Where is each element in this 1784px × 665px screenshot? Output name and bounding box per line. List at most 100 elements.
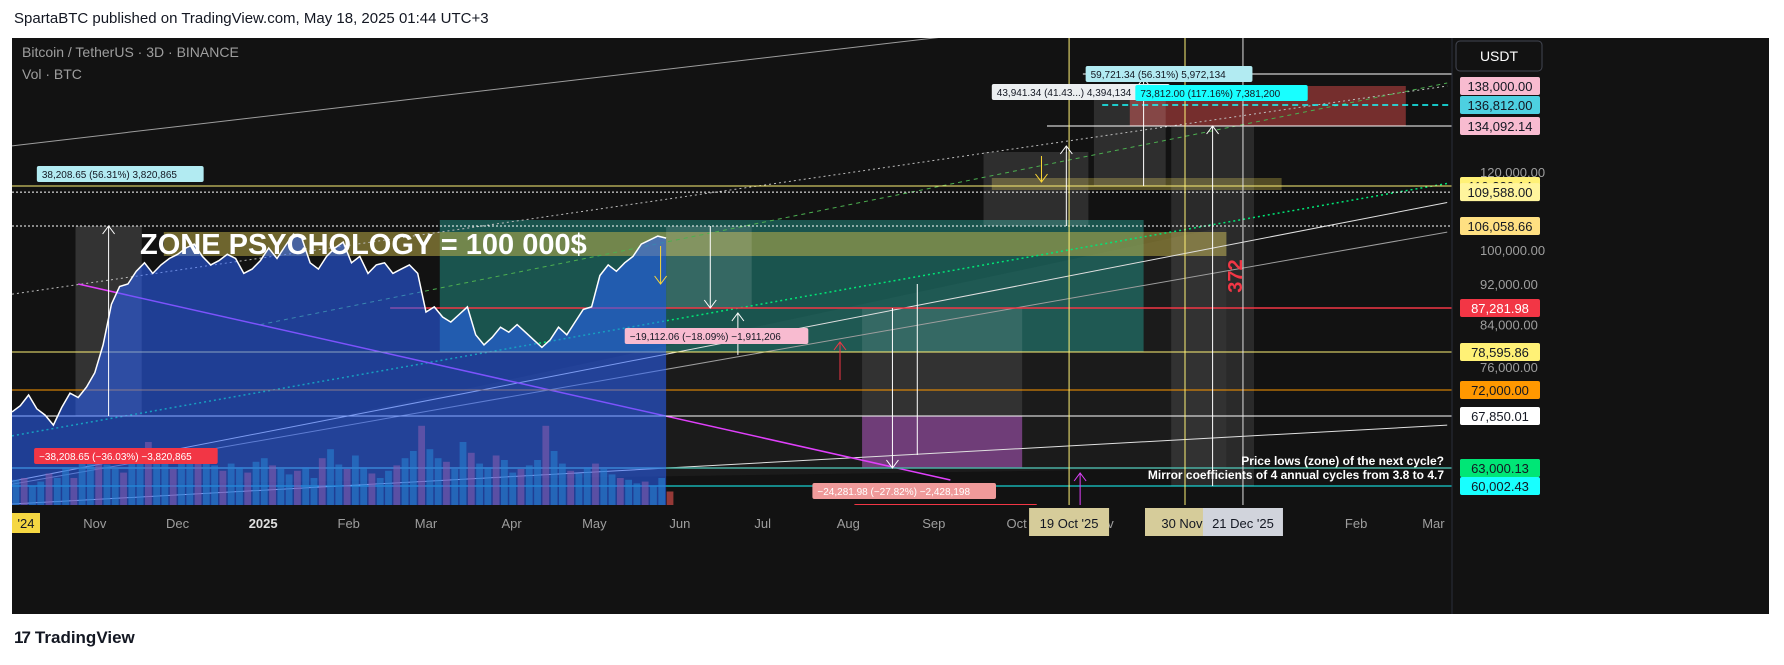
time-label-10: Aug	[837, 516, 860, 531]
range-box-nov	[1093, 86, 1166, 187]
measure-label-6-bg	[1085, 66, 1253, 82]
dashed-green-line	[260, 82, 1448, 326]
time-label-16: Feb	[1345, 516, 1367, 531]
magenta-zone	[862, 416, 1023, 469]
price-label-0: 138,000.00	[1467, 79, 1532, 94]
time-marker-bg-2	[1202, 508, 1283, 536]
time-label-9: Jul	[754, 516, 771, 531]
magenta-arrow-up-head	[1073, 472, 1087, 482]
price-area	[12, 234, 667, 505]
time-marker-label-1: 30 Nov '	[1161, 516, 1208, 531]
time-label-6: Apr	[501, 516, 522, 531]
price-label-2: 134,092.14	[1467, 119, 1532, 134]
price-label-11: 63,000.13	[1471, 461, 1529, 476]
symbol-title: Bitcoin / TetherUS · 3D · BINANCE	[22, 44, 239, 60]
upper-zone-band	[991, 178, 1282, 191]
vertical-372-label: 372	[1225, 259, 1247, 292]
time-label-bg-0	[12, 513, 40, 533]
measure-label-6-text: 59,721.34 (56.31%) 5,972,134	[1091, 70, 1227, 81]
time-label-0: '24	[18, 516, 35, 531]
price-tick-4: 76,000.00	[1480, 360, 1538, 375]
time-label-7: May	[582, 516, 607, 531]
time-label-17: Mar	[1422, 516, 1445, 531]
currency-button[interactable]: USDT	[1455, 40, 1543, 72]
currency-button-bg	[1455, 40, 1543, 72]
measure-label-2: −19,112.06 (−18.09%) −1,911,206	[624, 327, 809, 344]
price-tick-0: 120,000.00	[1480, 165, 1545, 180]
price-label-bg-4	[1460, 183, 1540, 202]
measure-label-5-bg	[991, 84, 1170, 100]
time-label-12: Oct	[1007, 516, 1028, 531]
price-label-bg-8	[1460, 381, 1540, 399]
measure-arrow-dec-head	[1206, 125, 1219, 135]
price-label-12: 60,002.43	[1471, 479, 1529, 494]
price-label-bg-9	[1460, 407, 1540, 425]
price-label-5: 106,058.66	[1467, 219, 1532, 234]
measure-arrow-oct-head	[1059, 145, 1073, 155]
price-label-1: 136,812.00	[1467, 98, 1532, 113]
measure-label-1-text: −38,208.65 (−36.03%) −3,820,865	[39, 452, 192, 463]
time-label-2: Dec	[166, 516, 190, 531]
price-label-4: 109,588.00	[1467, 185, 1532, 200]
measure-label-3-bg	[812, 483, 996, 500]
price-label-bg-11	[1460, 459, 1540, 477]
range-box-sep	[862, 307, 1023, 469]
measure-label-7-text: 73,812.00 (117.16%) 7,381,200	[1140, 89, 1280, 100]
publish-header: SpartaBTC published on TradingView.com, …	[14, 10, 489, 27]
time-label-3: 2025	[249, 516, 278, 531]
measure-label-0-bg	[36, 166, 204, 183]
time-marker-bg-0	[1029, 508, 1110, 536]
measure-label-0: 38,208.65 (56.31%) 3,820,865	[36, 166, 204, 183]
price-line	[12, 233, 667, 427]
measure-label-3: −24,281.98 (−27.82%) −2,428,198	[812, 483, 996, 500]
price-label-7: 78,595.86	[1471, 345, 1529, 360]
time-label-8: Jun	[669, 516, 690, 531]
tradingview-logo[interactable]: 17 TradingView	[14, 628, 135, 648]
measure-arrow-mid-head	[703, 299, 717, 309]
psychology-zone	[163, 232, 1227, 256]
price-label-bg-5	[1460, 217, 1540, 235]
measure-label-3-text: −24,281.98 (−27.82%) −2,428,198	[817, 487, 970, 498]
cycle-note-1: Mirror coefficients of 4 annual cycles f…	[1148, 468, 1444, 482]
upper-trend-line	[12, 38, 939, 147]
tv-logo-icon: 17	[14, 628, 31, 647]
price-label-9: 67,850.01	[1471, 409, 1529, 424]
price-label-bg-6	[1460, 299, 1540, 317]
time-marker-label-0: 19 Oct '25	[1040, 516, 1099, 531]
yellow-arrow-down-1-head	[654, 275, 667, 285]
measure-label-5: 43,941.34 (41.43...) 4,394,134	[991, 84, 1170, 100]
measure-label-1-bg	[34, 448, 218, 465]
measure-label-2-bg	[624, 327, 809, 344]
cycle-note-0: Price lows (zone) of the next cycle?	[1241, 454, 1444, 468]
time-marker-label-2: 21 Dec '25	[1212, 516, 1274, 531]
price-label-bg-0	[1460, 77, 1540, 95]
dotted-upper-line	[12, 85, 1448, 295]
measure-arrow-up-left-head	[102, 225, 115, 235]
price-tick-1: 100,000.00	[1480, 243, 1545, 258]
price-tick-3: 84,000.00	[1480, 318, 1538, 333]
range-box-oct	[983, 152, 1089, 227]
yellow-arrow-down-2-head	[1035, 173, 1048, 183]
white-arrow-up-head	[731, 312, 745, 322]
range-box-mid	[666, 226, 752, 308]
measure-label-0-text: 38,208.65 (56.31%) 3,820,865	[42, 170, 178, 181]
zone-psychology-title: ZONE PSYCHOLOGY = 100 000$	[140, 229, 587, 261]
time-label-1: Nov	[83, 516, 107, 531]
price-label-bg-2	[1460, 117, 1540, 135]
volume-label: Vol · BTC	[22, 66, 82, 82]
price-label-bg-7	[1460, 343, 1540, 361]
price-chart[interactable]: 38,208.65 (56.31%) 3,820,865 −38,208.65 (…	[12, 38, 1769, 614]
price-label-6: 87,281.98	[1471, 301, 1529, 316]
time-label-11: Sep	[922, 516, 945, 531]
measure-label-6: 59,721.34 (56.31%) 5,972,134	[1085, 66, 1253, 82]
red-arrow-up-head	[833, 341, 847, 351]
measure-label-2-text: −19,112.06 (−18.09%) −1,911,206	[630, 332, 782, 343]
volume-bar	[666, 491, 674, 505]
time-label-5: Mar	[415, 516, 438, 531]
chart-frame[interactable]: 38,208.65 (56.31%) 3,820,865 −38,208.65 (…	[12, 38, 1769, 614]
price-label-bg-1	[1460, 96, 1540, 114]
price-label-8: 72,000.00	[1471, 383, 1529, 398]
measure-label-5-text: 43,941.34 (41.43...) 4,394,134	[997, 88, 1132, 99]
brand-name: TradingView	[34, 628, 135, 647]
measure-arrow-sep-head	[886, 459, 899, 469]
